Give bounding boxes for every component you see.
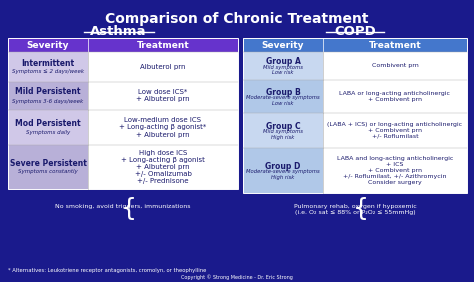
Text: Group C: Group C xyxy=(266,122,301,131)
Text: Mild Persistent: Mild Persistent xyxy=(15,87,81,96)
FancyBboxPatch shape xyxy=(88,52,238,82)
FancyBboxPatch shape xyxy=(323,148,467,193)
Text: Low dose ICS*
+ Albuterol prn: Low dose ICS* + Albuterol prn xyxy=(136,89,190,102)
Text: Intermittent: Intermittent xyxy=(21,58,74,67)
Text: Pulmonary rehab, oxygen if hypoxemic
(i.e. O₂ sat ≤ 88% or P₂O₂ ≤ 55mmHg): Pulmonary rehab, oxygen if hypoxemic (i.… xyxy=(293,204,416,215)
Text: No smoking, avoid triggers, immunizations: No smoking, avoid triggers, immunization… xyxy=(55,204,191,209)
Text: Low-medium dose ICS
+ Long-acting β agonist*
+ Albuterol prn: Low-medium dose ICS + Long-acting β agon… xyxy=(119,118,207,138)
Text: Comparison of Chronic Treatment: Comparison of Chronic Treatment xyxy=(105,12,369,26)
FancyBboxPatch shape xyxy=(323,52,467,80)
FancyBboxPatch shape xyxy=(243,38,467,52)
FancyBboxPatch shape xyxy=(243,113,323,148)
Text: Treatment: Treatment xyxy=(137,41,190,50)
Text: LABA and long-acting anticholinergic
+ ICS
+ Combivent prn
+/- Roflumilast, +/- : LABA and long-acting anticholinergic + I… xyxy=(337,157,453,185)
Text: LABA or long-acting anticholinergic
+ Combivent prn: LABA or long-acting anticholinergic + Co… xyxy=(339,91,450,102)
FancyBboxPatch shape xyxy=(243,52,323,80)
Text: Albuterol prn: Albuterol prn xyxy=(140,64,186,70)
FancyBboxPatch shape xyxy=(8,110,88,145)
Text: * Alternatives: Leukotriene receptor antagonists, cromolyn, or theophylline: * Alternatives: Leukotriene receptor ant… xyxy=(8,268,206,273)
Text: Symptoms ≤ 2 days/week: Symptoms ≤ 2 days/week xyxy=(12,69,84,74)
Text: Moderate-severe symptoms
Low risk: Moderate-severe symptoms Low risk xyxy=(246,95,320,106)
Text: Severity: Severity xyxy=(262,41,304,50)
Text: Symptoms 3-6 days/week: Symptoms 3-6 days/week xyxy=(12,98,83,103)
Text: Moderate-severe symptoms
High risk: Moderate-severe symptoms High risk xyxy=(246,169,320,180)
Text: Copyright © Strong Medicine - Dr. Eric Strong: Copyright © Strong Medicine - Dr. Eric S… xyxy=(181,274,293,280)
Text: (LABA + ICS) or long-acting anticholinergic
+ Combivent prn
+/- Roflumilast: (LABA + ICS) or long-acting anticholiner… xyxy=(328,122,463,139)
Text: Severe Persistent: Severe Persistent xyxy=(9,158,86,168)
FancyBboxPatch shape xyxy=(88,145,238,189)
FancyBboxPatch shape xyxy=(243,80,323,113)
Text: Mild symptoms
Low risk: Mild symptoms Low risk xyxy=(263,65,303,75)
Text: High dose ICS
+ Long-acting β agonist
+ Albuterol prn
+/- Omalizumab
+/- Prednis: High dose ICS + Long-acting β agonist + … xyxy=(121,150,205,184)
Text: Mild symptoms
High risk: Mild symptoms High risk xyxy=(263,129,303,140)
Text: COPD: COPD xyxy=(334,25,376,38)
Text: Asthma: Asthma xyxy=(90,25,146,38)
FancyBboxPatch shape xyxy=(8,145,88,189)
Text: Group B: Group B xyxy=(265,88,301,97)
Bar xyxy=(243,38,467,193)
Text: }: } xyxy=(347,194,363,218)
FancyBboxPatch shape xyxy=(8,82,88,110)
Text: Combivent prn: Combivent prn xyxy=(372,63,419,69)
Text: Severity: Severity xyxy=(27,41,69,50)
FancyBboxPatch shape xyxy=(243,148,323,193)
FancyBboxPatch shape xyxy=(88,110,238,145)
Bar xyxy=(8,38,238,189)
Text: Treatment: Treatment xyxy=(369,41,421,50)
Text: Group D: Group D xyxy=(265,162,301,171)
FancyBboxPatch shape xyxy=(8,38,238,52)
Text: Group A: Group A xyxy=(265,58,301,67)
Text: }: } xyxy=(115,194,131,218)
FancyBboxPatch shape xyxy=(323,113,467,148)
Text: Symptoms constantly: Symptoms constantly xyxy=(18,169,78,175)
FancyBboxPatch shape xyxy=(88,82,238,110)
FancyBboxPatch shape xyxy=(8,52,88,82)
Text: Mod Persistent: Mod Persistent xyxy=(15,119,81,128)
FancyBboxPatch shape xyxy=(323,80,467,113)
Text: Symptoms daily: Symptoms daily xyxy=(26,130,70,135)
